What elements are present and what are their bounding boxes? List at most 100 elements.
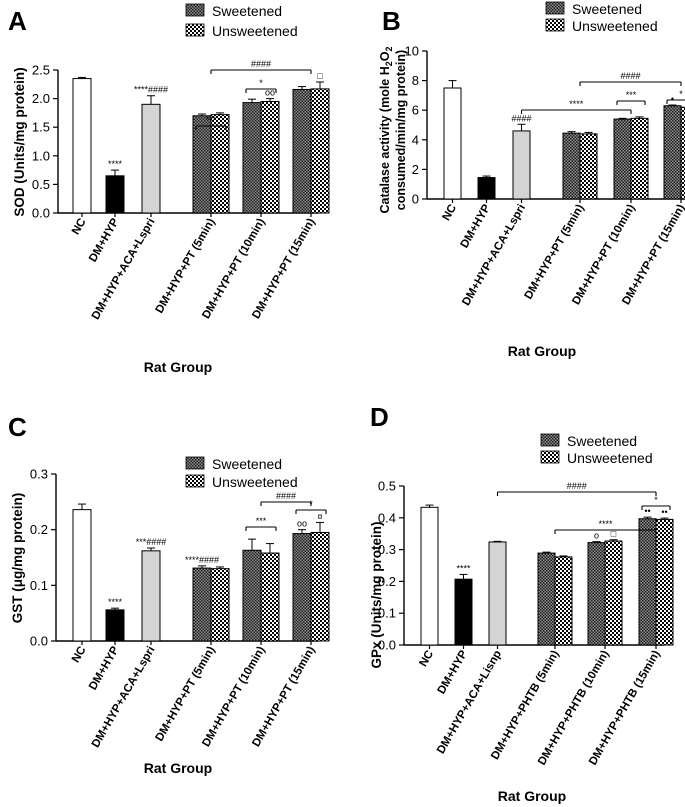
significance-mark: • xyxy=(671,94,674,104)
x-tick-label: DM+HYP+ACA+Lspri xyxy=(460,203,528,308)
y-axis-label: SOD (Units/mg protein) xyxy=(12,67,27,216)
bar xyxy=(512,130,531,200)
bar xyxy=(477,177,496,200)
bar xyxy=(105,175,125,214)
legend-swatch-unsweetened xyxy=(540,450,560,464)
bar xyxy=(655,518,674,646)
y-axis-label-line2: consumed/min/mg protein) xyxy=(394,50,408,210)
bracket-label: #### xyxy=(567,481,587,491)
legend-label-unsweetened: Unsweetened xyxy=(212,474,298,490)
y-tick-label: 4 xyxy=(412,132,419,147)
legend-swatch-unsweetened xyxy=(545,18,565,32)
panel-d: D Sweetened Unsweetened GPx (Units/mg pr… xyxy=(369,402,674,804)
bar xyxy=(638,518,657,646)
bar xyxy=(192,115,212,214)
bar xyxy=(242,102,262,214)
bar xyxy=(292,88,312,214)
bracket-label: #### xyxy=(276,491,296,501)
legend-swatch-unsweetened xyxy=(185,23,205,37)
panel-letter: B xyxy=(382,6,401,36)
bar xyxy=(141,550,161,642)
bar xyxy=(210,568,230,642)
legend-label-unsweetened: Unsweetened xyxy=(212,23,298,39)
significance-mark: ***#### xyxy=(136,537,167,547)
bar xyxy=(680,106,685,200)
significance-mark: o xyxy=(594,531,599,541)
bar xyxy=(242,549,262,642)
bar xyxy=(72,509,92,642)
x-axis-label: Rat Group xyxy=(144,359,212,375)
legend-swatch-sweetened xyxy=(540,433,560,447)
y-tick-label: 2 xyxy=(412,162,419,177)
legend-swatch-unsweetened xyxy=(185,474,205,488)
y-tick-label: 1.0 xyxy=(32,148,50,163)
legend-swatch-sweetened xyxy=(185,3,205,17)
bar xyxy=(579,133,598,200)
bar xyxy=(454,578,473,646)
x-axis-label: Rat Group xyxy=(508,343,576,359)
bracket-label: * xyxy=(309,499,313,509)
significance-mark: oo xyxy=(265,88,275,98)
x-axis-label: Rat Group xyxy=(498,788,566,804)
bar xyxy=(192,567,212,642)
bar xyxy=(260,100,280,214)
bar xyxy=(310,88,330,214)
y-tick-label: 0.5 xyxy=(378,479,396,494)
y-tick-label: 2.5 xyxy=(32,63,50,78)
bracket-label: * xyxy=(679,89,683,99)
plot-area: 0.0 0.1 0.2 0.3 0.4 0.5 NC **** DM+HYPDM+HYP+ACA… xyxy=(378,479,674,767)
y-tick-label: 6 xyxy=(412,103,419,118)
legend-swatch-sweetened xyxy=(545,1,565,15)
panel-letter: D xyxy=(370,402,389,432)
legend-label-sweetened: Sweetened xyxy=(212,3,282,19)
y-axis-label-line1: Catalase activity (mole H2O2 xyxy=(378,46,394,213)
x-tick-label: NC xyxy=(70,645,89,665)
y-tick-label: 0.2 xyxy=(378,574,396,589)
bracket-label: **** xyxy=(569,99,584,109)
panel-b: B Sweetened Unsweetened Catalase activit… xyxy=(378,1,685,359)
bar xyxy=(663,105,682,200)
bracket-label: * xyxy=(259,78,263,88)
bar xyxy=(630,117,649,200)
significance-mark: □ xyxy=(317,71,323,81)
legend-label-sweetened: Sweetened xyxy=(212,456,282,472)
bracket-label: *** xyxy=(256,516,267,526)
significance-mark: **** xyxy=(108,159,123,169)
plot-area: 0.00.51.01.52.02.5NC****DM+HYP****####DM… xyxy=(32,59,330,322)
x-tick-label: NC xyxy=(417,649,436,669)
y-tick-label: 0.0 xyxy=(30,634,48,649)
panel-c: C Sweetened Unsweetened GST (μg/mg prote… xyxy=(8,412,330,776)
significance-mark: •• xyxy=(661,507,667,517)
plot-area: 0.00.10.20.3NC****DM+HYP***####DM+HYP+AC… xyxy=(30,467,330,750)
y-tick-label: 2.0 xyxy=(32,91,50,106)
x-tick-label: DM+HYP xyxy=(459,202,494,250)
y-tick-label: 10 xyxy=(405,44,419,59)
y-tick-label: 0.3 xyxy=(378,542,396,557)
significance-mark: □ xyxy=(611,529,617,539)
legend-swatch-sweetened xyxy=(185,456,205,470)
y-tick-label: 0.2 xyxy=(30,522,48,537)
panel-letter: A xyxy=(8,6,27,36)
bracket-label: #### xyxy=(251,59,271,69)
bar xyxy=(488,541,507,646)
bar xyxy=(105,609,125,642)
panel-a: A Sweetened Unsweetened SOD (Units/mg pr… xyxy=(8,3,330,375)
significance-mark: **** xyxy=(108,597,123,607)
y-tick-label: 0 xyxy=(412,192,419,207)
plot-area: 0 2 4 6 8 10 NC DM+HYP #### DM+HYP+ACA+LspriDM+HY… xyxy=(405,44,685,308)
bracket-label: *** xyxy=(626,90,637,100)
panel-letter: C xyxy=(8,412,27,442)
bracket-label: * xyxy=(654,495,658,505)
significance-mark: #### xyxy=(511,113,531,123)
x-tick-label: DM+HYP+ACA+Lspri xyxy=(90,217,158,322)
legend-label-sweetened: Sweetened xyxy=(572,1,642,17)
x-tick-label: DM+HYP+ACA+Lspri xyxy=(90,645,158,750)
significance-mark: ****#### xyxy=(185,555,219,565)
bracket-label: **** xyxy=(598,519,613,529)
x-tick-label: NC xyxy=(70,217,89,237)
significance-mark: ¤ xyxy=(317,511,322,521)
bar xyxy=(260,552,280,642)
bar xyxy=(587,542,606,646)
bar xyxy=(554,556,573,646)
y-tick-label: 0.4 xyxy=(378,510,396,525)
